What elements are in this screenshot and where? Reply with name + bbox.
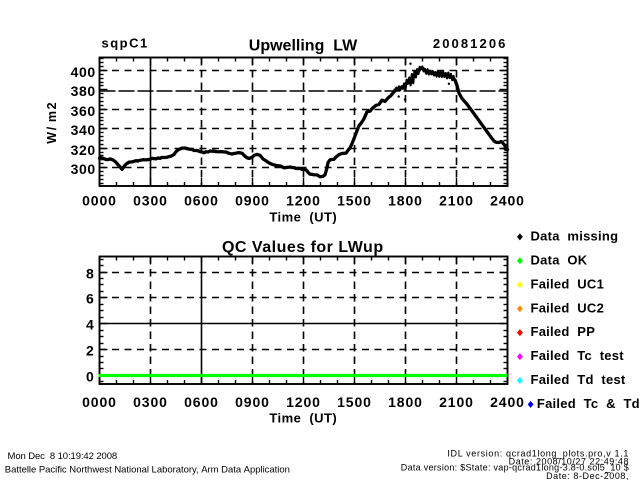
svg-text:Date: 2008/10/27 22:49:48: Date: 2008/10/27 22:49:48 (509, 456, 629, 466)
svg-text:0000: 0000 (82, 192, 117, 208)
svg-text:Upwelling LW: Upwelling LW (249, 37, 358, 54)
svg-text:sqpC1: sqpC1 (102, 36, 149, 51)
svg-text:6: 6 (86, 291, 94, 307)
svg-text:m: m (45, 111, 59, 122)
svg-text:4: 4 (86, 317, 94, 333)
svg-text:Data version: $State: vap-qcra: Data version: $State: vap-qcrad1long-3.8… (401, 463, 629, 473)
svg-text:0900: 0900 (235, 394, 270, 410)
svg-text:Failed UC2: Failed UC2 (531, 300, 605, 315)
svg-text:Failed PP: Failed PP (531, 324, 596, 339)
svg-text:2100: 2100 (439, 394, 474, 410)
svg-text:0000: 0000 (82, 394, 117, 410)
svg-text:1200: 1200 (286, 192, 321, 208)
svg-text:1200: 1200 (286, 394, 321, 410)
svg-text:Failed Tc test: Failed Tc test (531, 348, 625, 363)
svg-text:2100: 2100 (439, 192, 474, 208)
svg-text:Failed Tc & Td: Failed Tc & Td (537, 396, 640, 411)
svg-text:300: 300 (71, 161, 96, 177)
svg-text:0300: 0300 (133, 192, 168, 208)
svg-text:2400: 2400 (490, 394, 525, 410)
svg-text:2400: 2400 (490, 192, 525, 208)
svg-text:W: W (45, 132, 59, 144)
svg-text:0600: 0600 (184, 394, 219, 410)
svg-text:Mon Dec 8 10:19:42 2008: Mon Dec 8 10:19:42 2008 (8, 451, 118, 462)
svg-text:IDL version: qcrad1long_plots.: IDL version: qcrad1long_plots.pro,v 1.1 (447, 449, 629, 459)
svg-text:380: 380 (71, 83, 96, 99)
svg-text:8: 8 (86, 266, 94, 282)
svg-text:340: 340 (71, 122, 96, 138)
svg-text:/: / (45, 126, 59, 130)
svg-text:1800: 1800 (388, 394, 423, 410)
svg-text:0300: 0300 (133, 394, 168, 410)
svg-text:320: 320 (71, 142, 96, 158)
svg-text:360: 360 (71, 103, 96, 119)
svg-text:Failed Td test: Failed Td test (531, 372, 626, 387)
svg-text:Data missing: Data missing (531, 229, 619, 244)
svg-text:Failed UC1: Failed UC1 (531, 276, 605, 291)
svg-text:Battelle Pacific Northwest Nat: Battelle Pacific Northwest National Labo… (5, 464, 290, 475)
svg-text:400: 400 (71, 64, 96, 80)
svg-text:Date: 8-Dec-2008,: Date: 8-Dec-2008, (546, 471, 629, 480)
svg-text:1500: 1500 (337, 192, 372, 208)
svg-text:0600: 0600 (184, 192, 219, 208)
svg-text:Data OK: Data OK (531, 252, 588, 267)
svg-text:2: 2 (45, 102, 59, 109)
svg-text:1800: 1800 (388, 192, 423, 208)
svg-text:Time (UT): Time (UT) (269, 209, 337, 224)
svg-text:Time (UT): Time (UT) (269, 411, 337, 426)
svg-text:20081206: 20081206 (433, 36, 508, 51)
svg-text:0: 0 (86, 369, 94, 385)
svg-text:QC Values for LWup: QC Values for LWup (222, 239, 384, 256)
svg-text:2: 2 (86, 343, 94, 359)
svg-text:1500: 1500 (337, 394, 372, 410)
svg-text:0900: 0900 (235, 192, 270, 208)
